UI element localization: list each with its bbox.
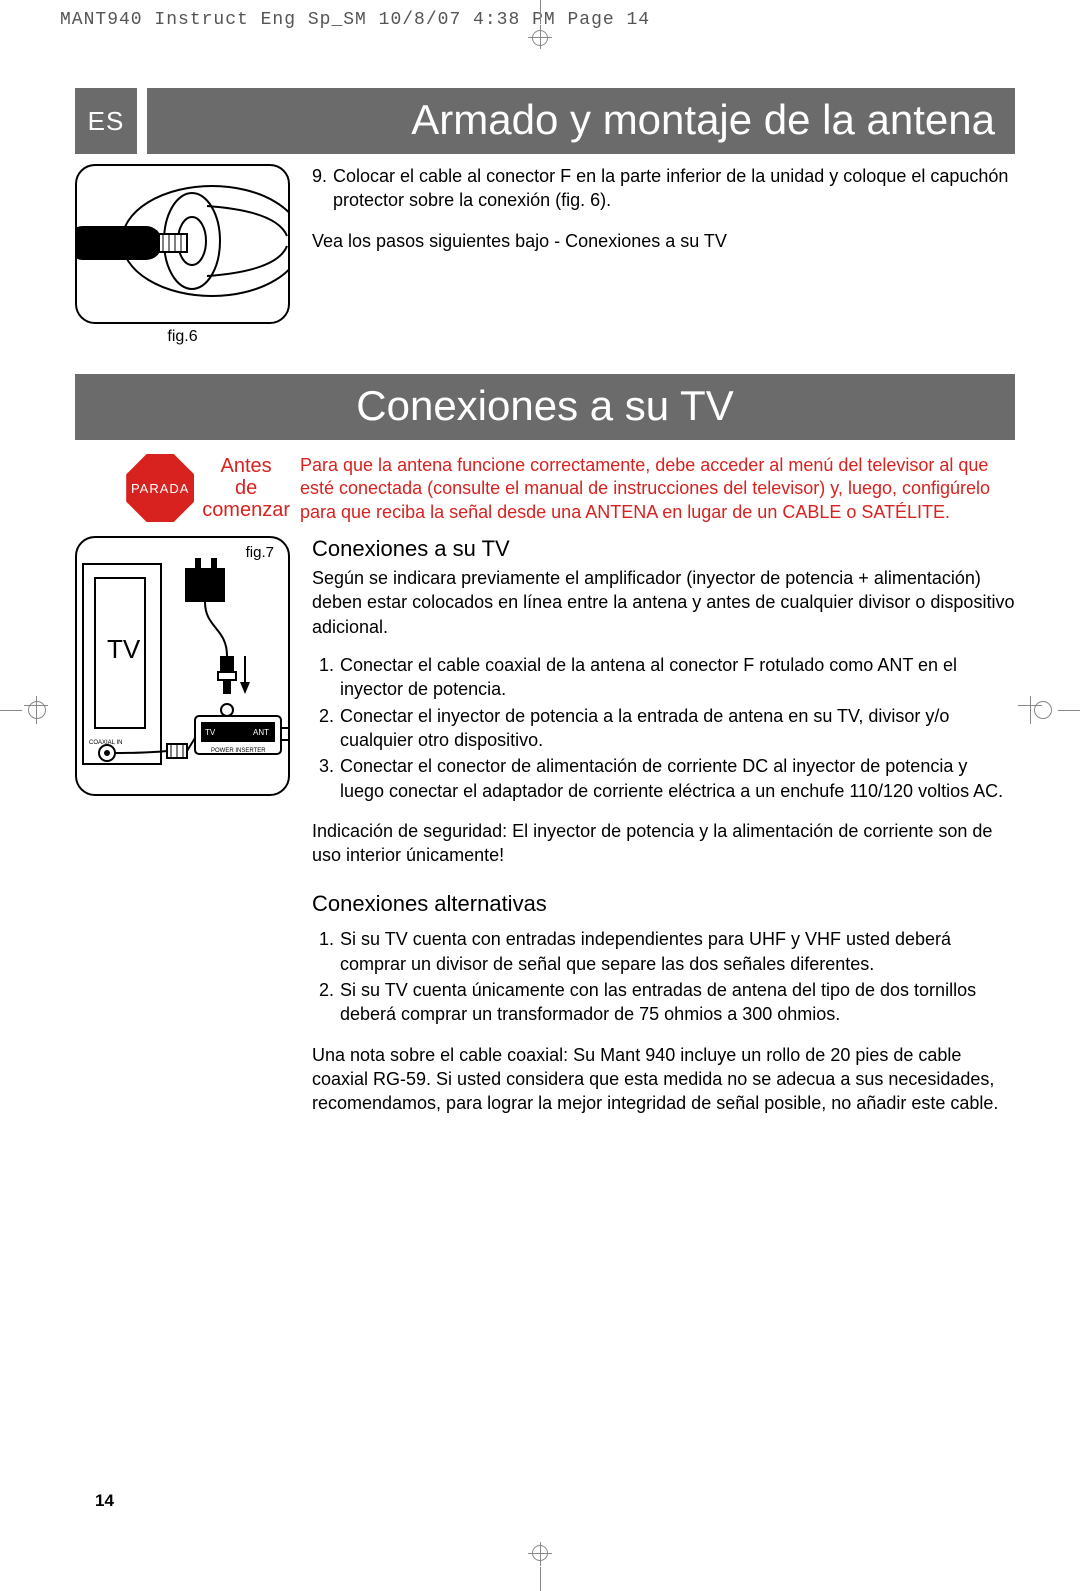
figure-7-column: fig.7 TV COAXIAL IN — [75, 536, 290, 796]
stop-column: PARADA Antesdecomenzar — [75, 454, 290, 522]
safety-note: Indicación de seguridad: El inyector de … — [312, 819, 1015, 868]
antes-label: Antesdecomenzar — [202, 455, 290, 521]
list-item-text: Conectar el conector de alimentación de … — [340, 754, 1015, 803]
step-9-block: 9. Colocar el cable al conector F en la … — [312, 164, 1015, 267]
step-9-follow: Vea los pasos siguientes bajo - Conexion… — [312, 229, 1015, 253]
section-1: fig.6 9. Colocar el cable al conector F … — [75, 164, 1015, 346]
section-2: fig.7 TV COAXIAL IN — [75, 536, 1015, 1129]
list-item-number: 2. — [312, 978, 334, 1027]
list-item: 1.Conectar el cable coaxial de la antena… — [312, 653, 1015, 702]
list-item: 1.Si su TV cuenta con entradas independi… — [312, 927, 1015, 976]
banner-row-1: ES Armado y montaje de la antena — [75, 88, 1015, 154]
ordered-list-1: 1.Conectar el cable coaxial de la antena… — [312, 653, 1015, 803]
svg-text:POWER INSERTER: POWER INSERTER — [211, 748, 266, 754]
list-item-text: Conectar el cable coaxial de la antena a… — [340, 653, 1015, 702]
list-item: 2.Conectar el inyector de potencia a la … — [312, 704, 1015, 753]
subhead-alternativas: Conexiones alternativas — [312, 891, 1015, 917]
step-9-number: 9. — [312, 164, 327, 213]
list-item-number: 1. — [312, 653, 334, 702]
page-number: 14 — [95, 1491, 114, 1511]
subhead-conexiones: Conexiones a su TV — [312, 536, 1015, 562]
crop-cross-left — [28, 690, 58, 720]
svg-text:ANT: ANT — [253, 728, 269, 737]
ordered-list-2: 1.Si su TV cuenta con entradas independi… — [312, 927, 1015, 1026]
right-column: Conexiones a su TV Según se indicara pre… — [312, 536, 1015, 1129]
figure-6-illustration — [75, 164, 290, 324]
figure-6-caption: fig.6 — [75, 328, 290, 346]
warning-row: PARADA Antesdecomenzar Para que la anten… — [75, 454, 1015, 524]
list-item-number: 2. — [312, 704, 334, 753]
language-tag: ES — [75, 88, 137, 154]
figure-6-wrap: fig.6 — [75, 164, 290, 346]
paragraph-intro: Según se indicara previamente el amplifi… — [312, 566, 1015, 639]
svg-text:TV: TV — [205, 728, 216, 737]
list-item-text: Conectar el inyector de potencia a la en… — [340, 704, 1015, 753]
figure-7-illustration: fig.7 TV COAXIAL IN — [75, 536, 290, 796]
coax-note: Una nota sobre el cable coaxial: Su Mant… — [312, 1043, 1015, 1116]
crop-cross-right — [1022, 690, 1052, 720]
list-item: 3.Conectar el conector de alimentación d… — [312, 754, 1015, 803]
red-warning-paragraph: Para que la antena funcione correctament… — [300, 454, 1015, 524]
list-item-number: 3. — [312, 754, 334, 803]
section-banner-2: Conexiones a su TV — [75, 374, 1015, 440]
list-item: 2.Si su TV cuenta únicamente con las ent… — [312, 978, 1015, 1027]
list-item-number: 1. — [312, 927, 334, 976]
crop-header: MANT940 Instruct Eng Sp_SM 10/8/07 4:38 … — [60, 10, 650, 30]
section-banner-1: Armado y montaje de la antena — [147, 88, 1015, 154]
stop-sign-icon: PARADA — [126, 454, 194, 522]
page-content: ES Armado y montaje de la antena — [75, 88, 1015, 1130]
list-item-text: Si su TV cuenta con entradas independien… — [340, 927, 1015, 976]
tv-label: TV — [107, 634, 141, 664]
figure-7-caption: fig.7 — [246, 544, 274, 561]
list-item-text: Si su TV cuenta únicamente con las entra… — [340, 978, 1015, 1027]
step-9-text: Colocar el cable al conector F en la par… — [333, 164, 1015, 213]
svg-text:COAXIAL IN: COAXIAL IN — [89, 740, 122, 746]
